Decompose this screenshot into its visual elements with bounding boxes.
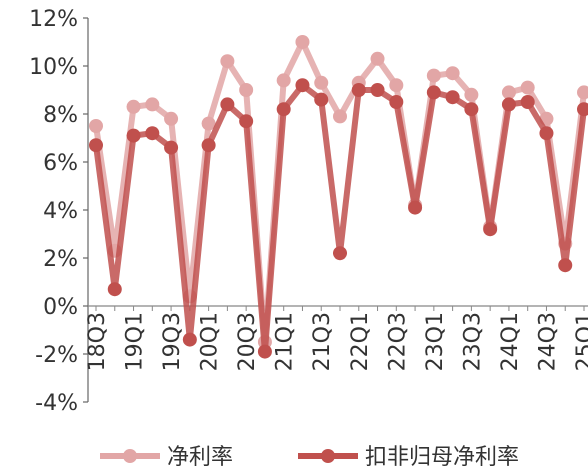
data-point[interactable] — [483, 222, 498, 237]
data-point[interactable] — [445, 66, 460, 81]
legend-item-net-margin[interactable]: 净利率 — [100, 445, 233, 470]
legend-marker-swatch — [123, 449, 137, 463]
data-point[interactable] — [220, 97, 235, 112]
y-tick-label: 12% — [29, 7, 78, 32]
data-point[interactable] — [389, 95, 404, 109]
data-point[interactable] — [445, 90, 460, 105]
y-axis: 12% 10% 8% 6% 4% 2% 0% -2% -4% — [29, 7, 89, 416]
y-tick-label: 0% — [43, 295, 78, 320]
data-point[interactable] — [239, 83, 254, 97]
data-point[interactable] — [164, 111, 179, 126]
x-tick-label: 19Q1 — [123, 312, 148, 371]
x-tick-label: 22Q3 — [385, 312, 410, 371]
x-tick-label: 21Q3 — [310, 312, 335, 371]
data-point[interactable] — [426, 68, 441, 83]
x-axis: 18Q3 19Q1 19Q3 20Q1 20Q3 21Q1 21Q3 22Q1 22Q3 23Q1… — [85, 305, 588, 371]
x-tick-label: 23Q1 — [423, 312, 448, 371]
data-point[interactable] — [164, 140, 179, 155]
data-point[interactable] — [333, 246, 347, 261]
data-point[interactable] — [389, 78, 404, 93]
x-tick-label: 19Q3 — [160, 312, 185, 371]
series-deducted-net-margin — [89, 78, 588, 359]
data-point[interactable] — [276, 102, 291, 117]
x-tick-label: 23Q3 — [460, 312, 485, 371]
data-point[interactable] — [239, 114, 254, 129]
legend-marker-swatch — [321, 449, 335, 463]
data-point[interactable] — [201, 138, 216, 153]
data-point[interactable] — [145, 126, 160, 141]
data-point[interactable] — [464, 102, 479, 117]
x-tick-label: 20Q1 — [198, 312, 223, 371]
data-point[interactable] — [89, 138, 103, 153]
data-point[interactable] — [577, 102, 588, 117]
legend-label-net-margin: 净利率 — [167, 445, 233, 470]
y-tick-label: -2% — [35, 343, 78, 368]
x-tick-label: 24Q3 — [535, 312, 560, 371]
data-point[interactable] — [257, 344, 272, 359]
data-point[interactable] — [426, 85, 441, 100]
data-point[interactable] — [501, 85, 516, 100]
data-point[interactable] — [370, 83, 385, 97]
data-point[interactable] — [126, 99, 141, 114]
data-point[interactable] — [145, 97, 160, 112]
data-point[interactable] — [333, 109, 347, 124]
data-point[interactable] — [539, 126, 554, 141]
data-point[interactable] — [295, 78, 310, 93]
x-tick-label: 21Q1 — [273, 312, 298, 371]
x-tick-label: 24Q1 — [498, 312, 523, 371]
data-point[interactable] — [276, 73, 291, 88]
x-tick-label: 20Q3 — [235, 312, 260, 371]
data-point[interactable] — [201, 116, 216, 131]
x-tick-label: 18Q3 — [85, 312, 110, 371]
x-tick-label: 25Q1 — [573, 312, 588, 371]
data-point[interactable] — [314, 75, 329, 90]
data-point[interactable] — [107, 282, 122, 297]
data-point[interactable] — [558, 258, 573, 273]
data-point[interactable] — [314, 92, 329, 107]
data-point[interactable] — [370, 51, 385, 66]
data-point[interactable] — [351, 83, 366, 97]
x-tick-label: 22Q1 — [348, 312, 373, 371]
data-point[interactable] — [89, 119, 103, 133]
y-tick-label: -4% — [35, 391, 78, 416]
data-point[interactable] — [295, 35, 310, 49]
data-point[interactable] — [501, 97, 516, 112]
y-tick-label: 6% — [43, 151, 78, 176]
legend-label-deducted-net-margin: 扣非归母净利率 — [365, 445, 519, 470]
data-point[interactable] — [520, 80, 535, 95]
data-point[interactable] — [520, 95, 535, 109]
y-tick-label: 10% — [29, 55, 78, 80]
data-point[interactable] — [126, 128, 141, 143]
series-layer — [89, 35, 588, 359]
data-point[interactable] — [220, 54, 235, 69]
legend: 净利率 扣非归母净利率 — [100, 445, 519, 470]
y-tick-label: 4% — [43, 199, 78, 224]
legend-item-deducted-net-margin[interactable]: 扣非归母净利率 — [298, 445, 519, 470]
data-point[interactable] — [464, 87, 479, 102]
y-tick-label: 8% — [43, 103, 78, 128]
data-point[interactable] — [577, 85, 588, 100]
data-point[interactable] — [182, 332, 197, 347]
series-net-margin — [89, 35, 588, 349]
data-point[interactable] — [408, 200, 423, 215]
y-tick-label: 2% — [43, 247, 78, 272]
